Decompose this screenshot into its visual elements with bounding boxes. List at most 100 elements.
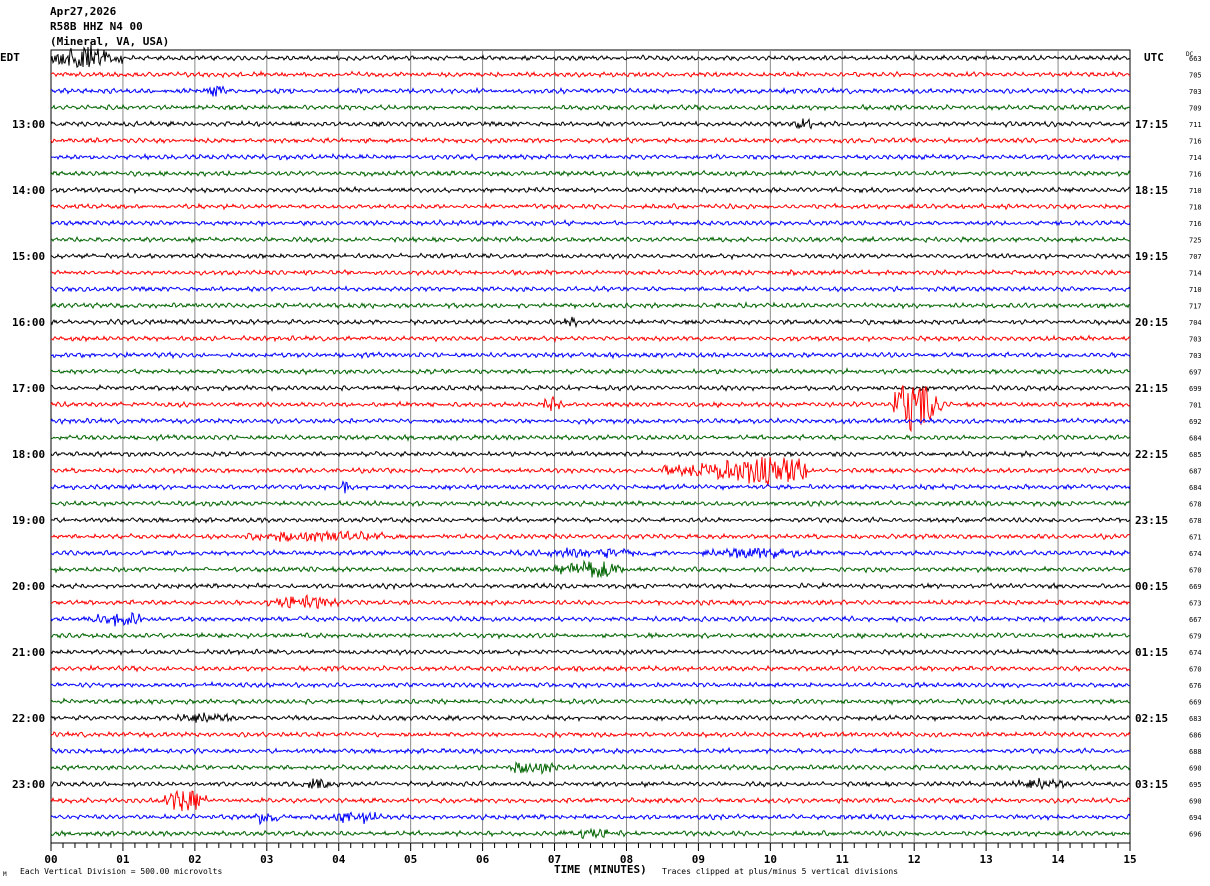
right-time-label: 03:15 (1135, 778, 1168, 791)
right-timezone-label: UTC (1144, 51, 1164, 64)
trace-21 (50, 385, 1131, 433)
trace-44 (50, 777, 1131, 791)
x-tick-label: 06 (476, 853, 490, 866)
x-tick-label: 08 (620, 853, 633, 866)
trace-12 (50, 252, 1131, 261)
trace-43 (50, 761, 1131, 776)
dc-offset-43: 690 (1189, 765, 1202, 773)
left-time-label: 21:00 (12, 646, 45, 659)
right-time-label: 21:15 (1135, 382, 1168, 395)
trace-39 (50, 697, 1131, 706)
right-time-label: 19:15 (1135, 250, 1168, 263)
trace-2 (50, 85, 1131, 97)
dc-offset-22: 692 (1189, 418, 1202, 426)
x-tick-label: 10 (764, 853, 777, 866)
dc-offset-35: 679 (1189, 633, 1202, 641)
dc-offset-32: 669 (1189, 583, 1202, 591)
dc-offset-30: 674 (1189, 550, 1202, 558)
left-time-label: 15:00 (12, 250, 45, 263)
dc-offset-44: 695 (1189, 781, 1202, 789)
dc-offset-16: 704 (1189, 319, 1202, 327)
trace-47 (50, 827, 1131, 840)
dc-offset-0: 663 (1189, 55, 1202, 63)
x-tick-label: 00 (44, 853, 57, 866)
dc-offset-34: 667 (1189, 616, 1202, 624)
x-tick-label: 09 (692, 853, 705, 866)
station-label: R58B HHZ N4 00 (50, 20, 143, 33)
dc-offset-14: 710 (1189, 286, 1202, 294)
trace-7 (50, 169, 1131, 178)
trace-1 (50, 70, 1131, 79)
left-time-label: 23:00 (12, 778, 45, 791)
trace-17 (50, 334, 1131, 343)
x-axis: 00 01 02 03 04 05 06 07 08 09 10 11 12 13 14 15 (44, 843, 1137, 866)
trace-33 (50, 594, 1131, 610)
right-time-label: 18:15 (1135, 184, 1168, 197)
left-time-label: 13:00 (12, 118, 45, 131)
grid (50, 49, 1131, 844)
trace-24 (50, 449, 1131, 459)
dc-offset-45: 690 (1189, 798, 1202, 806)
right-time-label: 00:15 (1135, 580, 1168, 593)
scale-text: Each Vertical Division = 500.00 microvol… (20, 867, 222, 876)
x-tick-label: 05 (404, 853, 417, 866)
trace-14 (50, 285, 1131, 293)
trace-40 (50, 712, 1131, 724)
right-time-label: 17:15 (1135, 118, 1168, 131)
trace-0 (50, 44, 1131, 69)
dc-offset-2: 703 (1189, 88, 1202, 96)
trace-26 (50, 480, 1131, 494)
dc-label: DC (1186, 51, 1194, 58)
left-timezone-label: EDT (0, 51, 20, 64)
location-label: (Mineral, VA, USA) (50, 35, 169, 48)
date-label: Apr27,2026 (50, 5, 117, 18)
dc-offset-10: 716 (1189, 220, 1202, 228)
left-time-label: 14:00 (12, 184, 45, 197)
trace-25 (50, 456, 1131, 487)
trace-45 (50, 789, 1131, 812)
dc-offset-25: 687 (1189, 468, 1202, 476)
dc-offset-39: 669 (1189, 699, 1202, 707)
right-time-label: 20:15 (1135, 316, 1168, 329)
right-time-label: 22:15 (1135, 448, 1168, 461)
trace-22 (50, 416, 1131, 425)
dc-offset-23: 684 (1189, 435, 1202, 443)
dc-offset-19: 697 (1189, 369, 1202, 377)
dc-offset-42: 688 (1189, 748, 1202, 756)
dc-offset-41: 686 (1189, 732, 1202, 740)
dc-offset-11: 725 (1189, 237, 1202, 245)
dc-offset-18: 703 (1189, 352, 1202, 360)
trace-18 (50, 351, 1131, 360)
x-tick-label: 02 (188, 853, 201, 866)
trace-35 (50, 631, 1131, 640)
trace-6 (50, 152, 1131, 162)
trace-8 (50, 185, 1131, 195)
trace-32 (50, 581, 1131, 591)
dc-offset-36: 674 (1189, 649, 1202, 657)
trace-37 (50, 664, 1131, 673)
x-tick-label: 01 (116, 853, 130, 866)
dc-offset-21: 701 (1189, 402, 1202, 410)
trace-9 (50, 202, 1131, 211)
trace-10 (50, 219, 1131, 228)
time-labels: 663 705 703 709 711 716 714 716 710 718 716 725 707 7… (12, 55, 1202, 839)
x-tick-label: 15 (1123, 853, 1136, 866)
trace-46 (50, 811, 1131, 826)
corner-mark: M (3, 871, 7, 878)
trace-38 (50, 680, 1131, 689)
dc-offset-46: 694 (1189, 814, 1202, 822)
dc-offset-40: 683 (1189, 715, 1202, 723)
trace-34 (50, 612, 1131, 627)
dc-offset-27: 678 (1189, 501, 1202, 509)
trace-3 (50, 103, 1131, 112)
right-time-label: 23:15 (1135, 514, 1168, 527)
left-time-label: 20:00 (12, 580, 45, 593)
trace-20 (50, 383, 1131, 393)
dc-offset-4: 711 (1189, 121, 1202, 129)
dc-offset-20: 699 (1189, 385, 1202, 393)
dc-offset-26: 684 (1189, 484, 1202, 492)
dc-offset-17: 703 (1189, 336, 1202, 344)
trace-11 (50, 235, 1131, 244)
left-time-label: 19:00 (12, 514, 45, 527)
